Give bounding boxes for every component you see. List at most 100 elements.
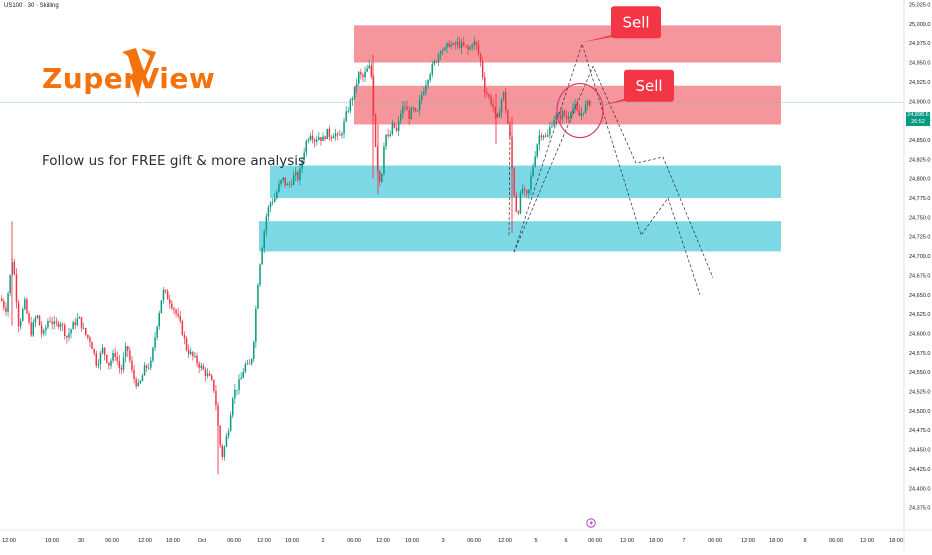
candle-body xyxy=(215,390,217,406)
candle-body xyxy=(379,170,381,182)
candle-body xyxy=(318,136,320,141)
candle-body xyxy=(561,110,564,120)
x-tick-label: 06:00 xyxy=(708,538,722,544)
demand-zone-2 xyxy=(270,165,781,198)
candle-body xyxy=(423,91,425,95)
highlight-circle xyxy=(556,82,604,139)
last-price-tag: 24,898.6 26:52 xyxy=(906,112,930,126)
candle-body xyxy=(509,123,511,137)
candle-body xyxy=(28,313,30,323)
candle-body xyxy=(64,324,66,336)
sell-callout-box-0 xyxy=(611,6,661,39)
candle-body xyxy=(110,360,112,366)
candle-body xyxy=(13,261,16,275)
candle-body xyxy=(78,317,81,319)
candle-body xyxy=(360,72,362,75)
candle-body xyxy=(490,96,492,105)
demand-zone-3 xyxy=(259,221,781,252)
candle-body xyxy=(112,352,114,361)
candle-body xyxy=(244,363,247,372)
candle-body xyxy=(526,190,528,194)
candle-body xyxy=(448,43,450,47)
candle-body xyxy=(316,140,318,142)
candle-body xyxy=(349,100,352,112)
candle-body xyxy=(542,135,545,138)
candle-body xyxy=(265,216,268,232)
candle-body xyxy=(290,183,293,185)
candle-body xyxy=(108,362,110,366)
candle-body xyxy=(326,128,328,140)
brand-name: ZuperView xyxy=(42,62,216,95)
candle-body xyxy=(372,76,375,115)
candle-body xyxy=(368,65,370,69)
x-tick-label: 2 xyxy=(321,538,324,544)
symbol-title: US100 · 30 · Skilling xyxy=(4,3,59,9)
candle-body xyxy=(519,192,522,214)
candle-body xyxy=(255,308,257,343)
candle-body xyxy=(427,80,429,86)
candle-body xyxy=(238,379,240,390)
candle-body xyxy=(34,317,37,323)
candle-body xyxy=(202,365,205,370)
candle-body xyxy=(582,112,585,114)
candle-body xyxy=(337,133,339,135)
candle-body xyxy=(49,320,51,322)
candle-body xyxy=(169,299,171,304)
candle-body xyxy=(364,71,366,78)
candle-body xyxy=(523,188,526,191)
candle-body xyxy=(80,317,83,329)
candle-body xyxy=(227,431,230,437)
candle-body xyxy=(435,61,438,63)
candle-body xyxy=(425,85,427,92)
candle-body xyxy=(250,359,253,364)
candle-body xyxy=(437,54,440,63)
candle-body xyxy=(103,347,106,355)
candle-body xyxy=(59,324,62,328)
candle-body xyxy=(177,313,179,317)
candle-body xyxy=(484,77,486,93)
candle-body xyxy=(99,353,102,365)
x-tick-label: 06:00 xyxy=(347,538,361,544)
candle-body xyxy=(559,115,562,120)
candle-body xyxy=(517,211,520,214)
candle-body xyxy=(276,191,278,199)
candle-body xyxy=(223,446,226,457)
lightning-icon xyxy=(589,519,593,527)
candle-body xyxy=(303,152,305,161)
candle-body xyxy=(463,42,465,46)
candle-body xyxy=(586,100,589,105)
x-tick-label: 18:00 xyxy=(649,538,663,544)
x-tick-label: 06:00 xyxy=(829,538,843,544)
y-tick-label: 24,900.0 xyxy=(909,99,930,105)
last-price-value: 24,898.6 xyxy=(907,112,929,118)
candle-body xyxy=(383,146,385,174)
candle-body xyxy=(429,74,431,81)
candle-body xyxy=(301,160,303,169)
candle-body xyxy=(72,322,74,330)
candle-body xyxy=(553,119,555,126)
candle-body xyxy=(479,53,482,62)
y-tick-label: 24,525.0 xyxy=(909,390,930,396)
candle-body xyxy=(129,350,131,361)
candle-body xyxy=(406,106,408,111)
candle-body xyxy=(576,104,578,111)
candle-body xyxy=(162,289,165,301)
candle-body xyxy=(544,135,547,137)
candle-body xyxy=(271,201,274,203)
x-tick-label: 5 xyxy=(534,538,537,544)
candle-body xyxy=(124,346,127,358)
candle-body xyxy=(219,425,221,446)
candle-body xyxy=(57,322,60,328)
candle-body xyxy=(381,173,383,182)
candle-body xyxy=(190,351,192,355)
candle-body xyxy=(74,322,76,326)
candle-body xyxy=(299,168,301,180)
candle-body xyxy=(51,321,53,325)
candle-body xyxy=(234,389,236,399)
candle-body xyxy=(261,248,263,265)
candle-body xyxy=(311,135,314,140)
y-tick-label: 24,500.0 xyxy=(909,409,930,415)
y-tick-label: 24,750.0 xyxy=(909,215,930,221)
